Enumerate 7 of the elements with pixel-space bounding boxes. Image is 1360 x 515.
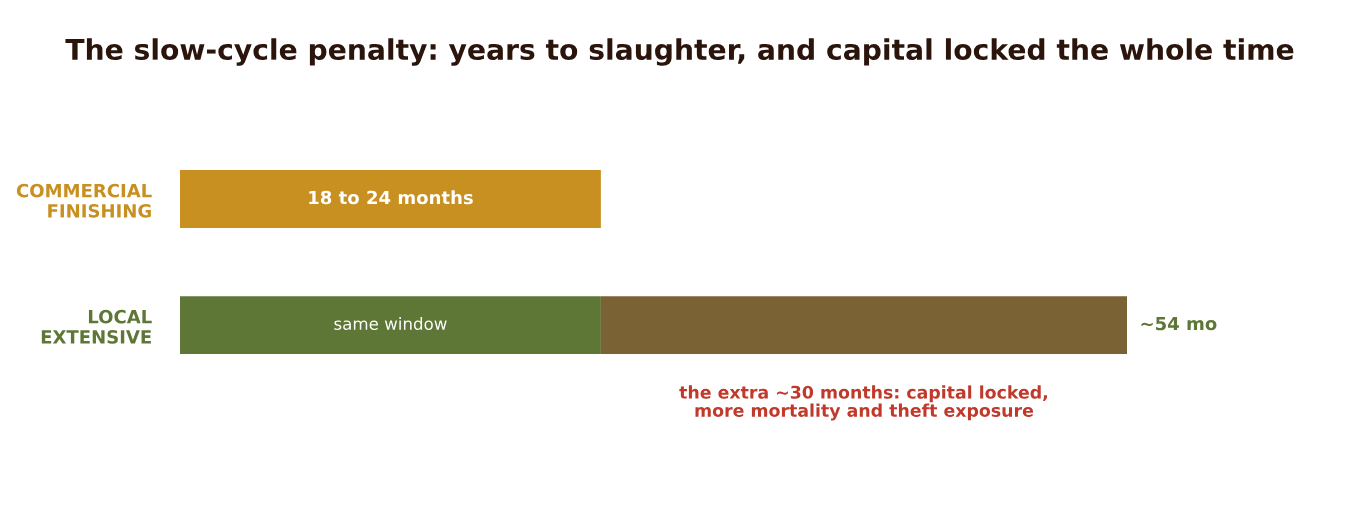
data-label: 18 to 24 months [309,190,473,205]
y-tick-label: COMMERCIAL FINISHING [16,183,152,218]
total-label: ~54 mo [1141,316,1217,331]
data-label: same window [334,317,447,330]
y-tick-label: LOCAL EXTENSIVE [41,309,152,344]
annotation: the extra ~30 months: capital locked, more mortality and theft exposure [679,385,1047,421]
chart-title: The slow-cycle penalty: years to slaughter, and capital locked the whole time [65,38,1294,66]
